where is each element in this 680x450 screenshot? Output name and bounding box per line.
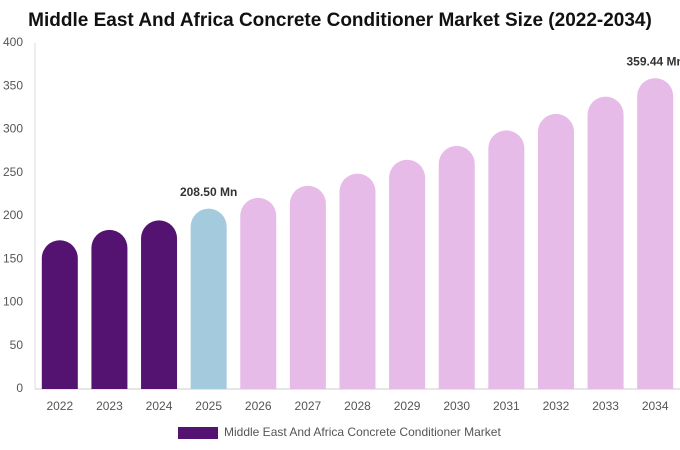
x-tick-label: 2027 [295,399,322,413]
bar [488,130,525,389]
x-tick-label: 2024 [146,399,173,413]
x-tick-label: 2029 [394,399,421,413]
x-tick-label: 2026 [245,399,272,413]
bar [339,173,376,389]
data-label: 359.44 Mn [627,54,680,68]
chart-title: Middle East And Africa Concrete Conditio… [28,10,652,31]
y-tick-label: 150 [3,251,23,265]
bar [537,113,574,389]
y-tick-label: 100 [3,295,23,309]
x-tick-label: 2023 [96,399,123,413]
y-tick-label: 200 [3,208,23,222]
bar [41,240,78,389]
x-tick-label: 2033 [592,399,619,413]
x-tick-label: 2032 [543,399,570,413]
y-tick-label: 250 [3,165,23,179]
bar [637,78,674,389]
bar [240,197,277,389]
x-tick-label: 2030 [443,399,470,413]
x-tick-label: 2022 [46,399,73,413]
x-tick-label: 2028 [344,399,371,413]
x-tick-label: 2031 [493,399,520,413]
bar [389,159,426,389]
y-tick-label: 300 [3,122,23,136]
data-label: 208.50 Mn [180,185,237,199]
y-tick-label: 400 [3,35,23,49]
bar [438,145,475,389]
y-tick-label: 350 [3,78,23,92]
bar [91,229,128,389]
y-tick-label: 50 [10,338,24,352]
bar [587,96,624,389]
x-tick-label: 2034 [642,399,669,413]
legend-swatch [178,427,218,439]
x-tick-label: 2025 [195,399,222,413]
bar [289,185,326,389]
y-tick-label: 0 [16,381,23,395]
legend-label: Middle East And Africa Concrete Conditio… [224,425,501,439]
bar [190,208,227,389]
bar [141,220,178,389]
